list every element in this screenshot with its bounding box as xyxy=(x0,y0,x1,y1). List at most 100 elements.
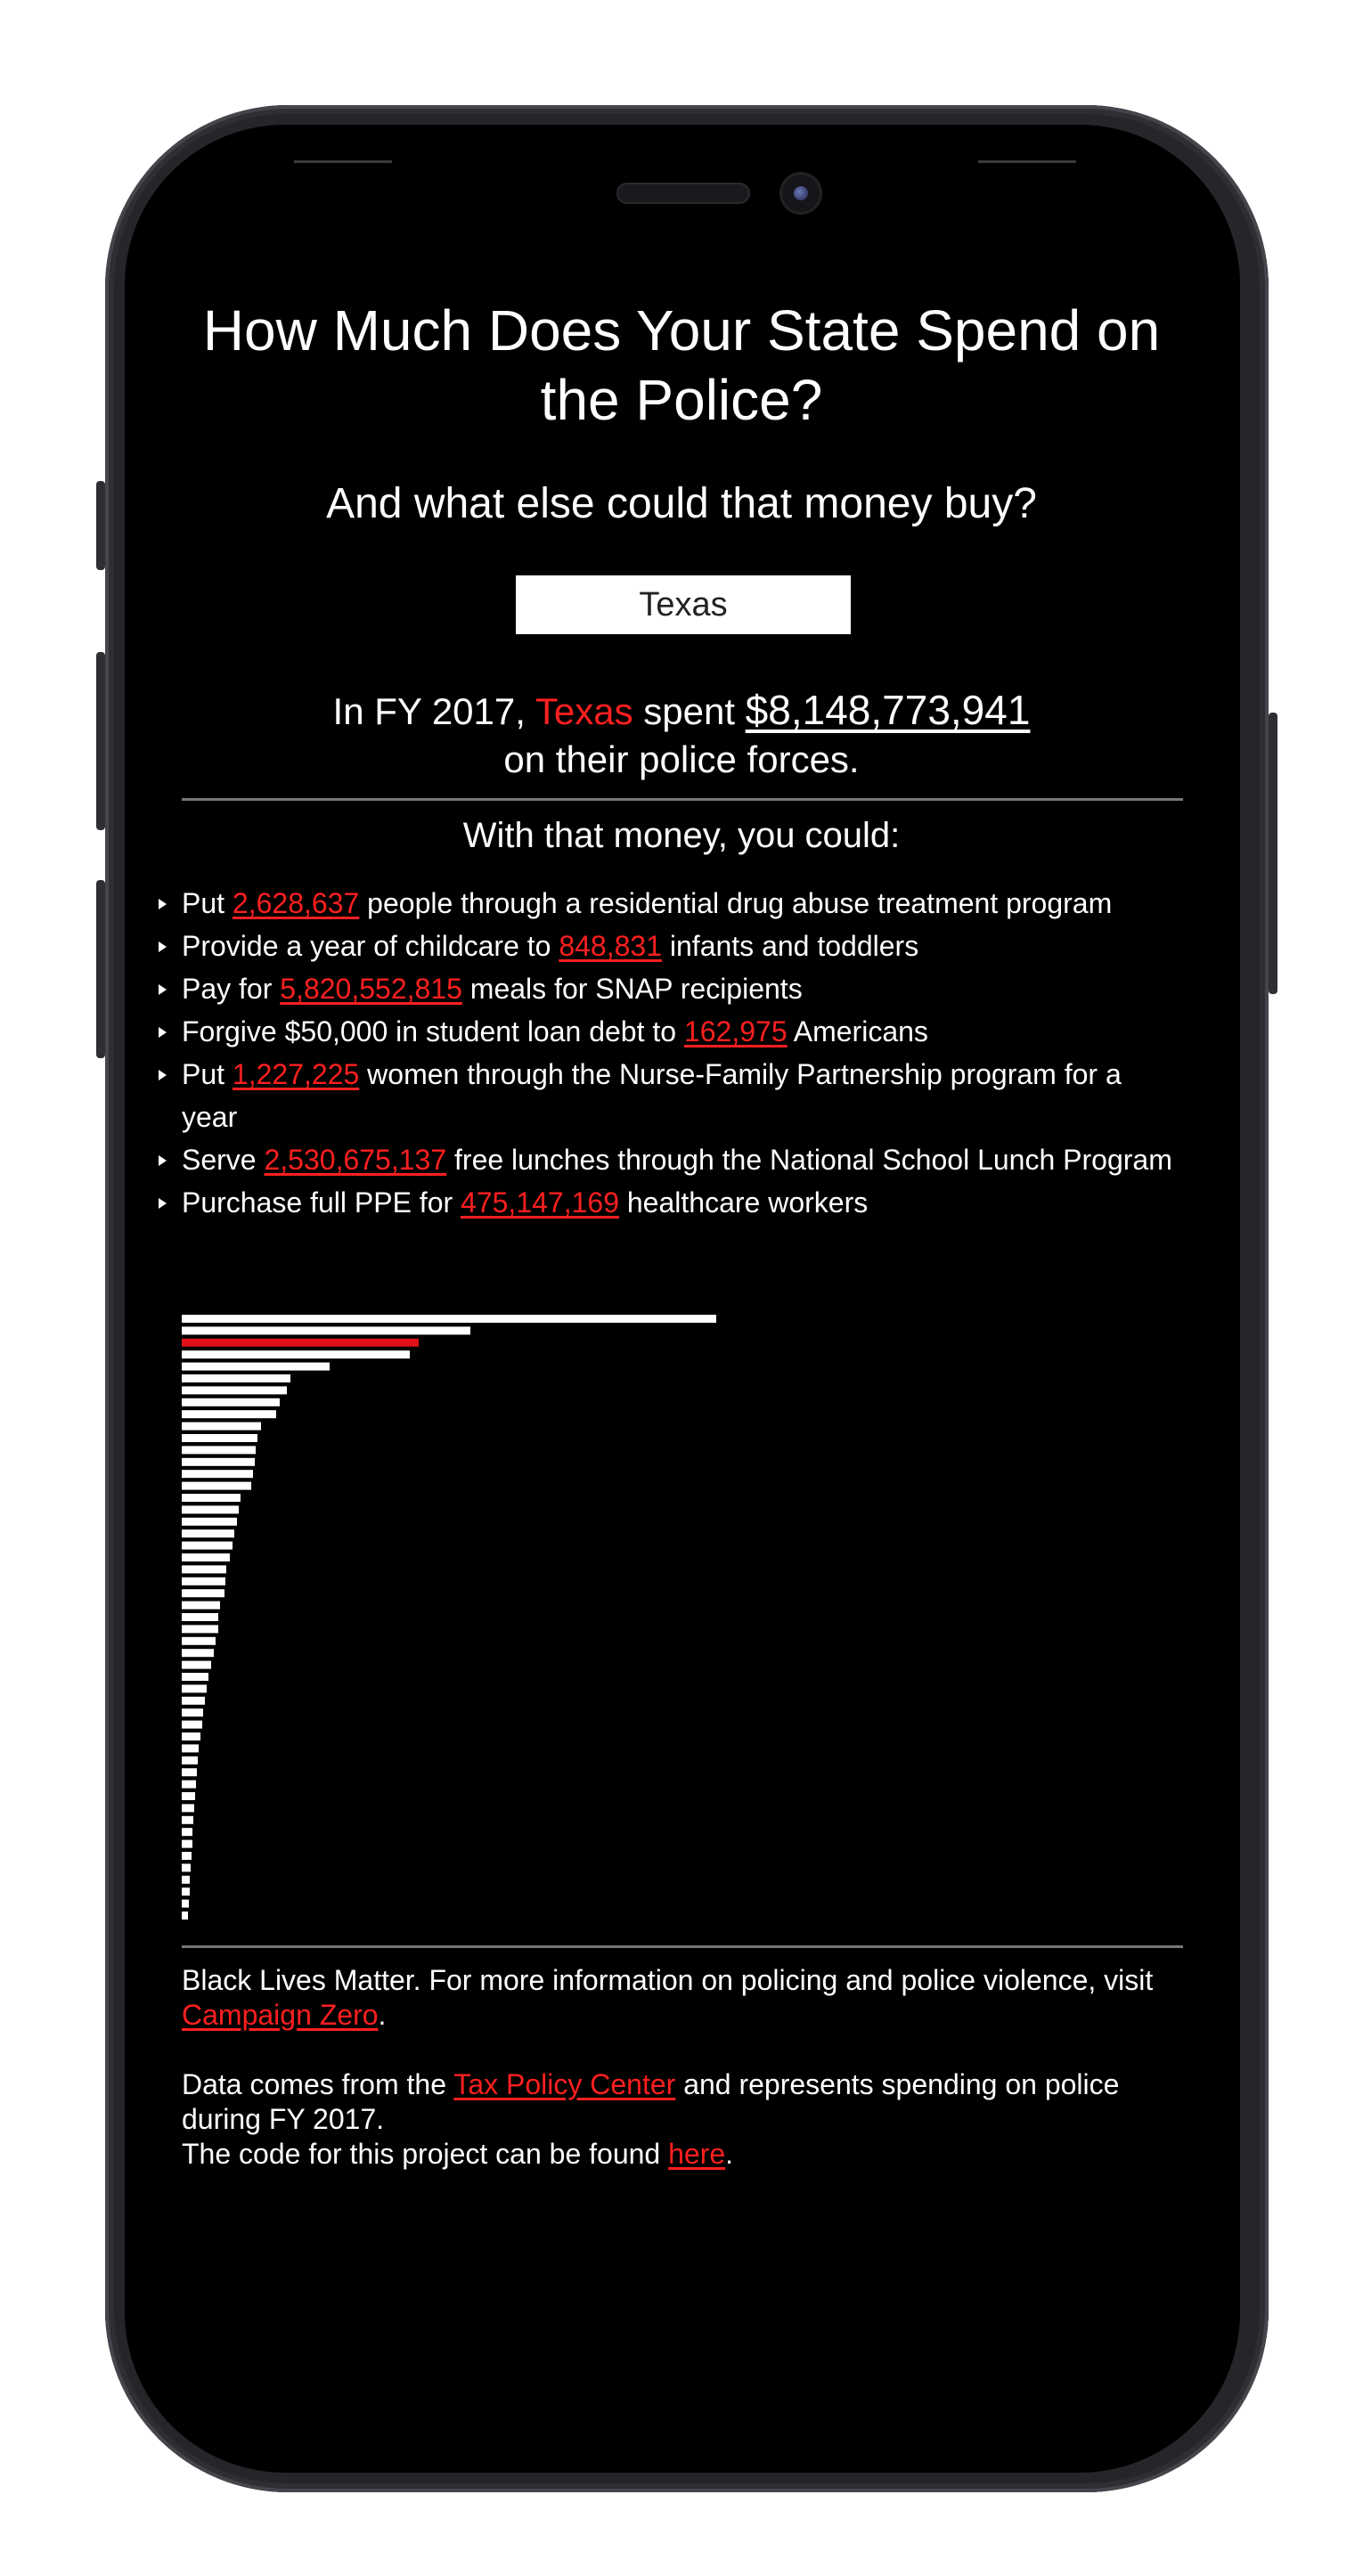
item-text-after: people through a residential drug abuse … xyxy=(359,887,1113,919)
bar-state[interactable] xyxy=(182,1828,192,1837)
footer-period: . xyxy=(725,2138,734,2170)
phone-side-button xyxy=(96,481,105,570)
bar-state[interactable] xyxy=(182,1553,230,1561)
summary-prefix: In FY 2017, xyxy=(332,690,526,732)
phone-volume-down-button xyxy=(96,880,105,1058)
bar-state[interactable] xyxy=(182,1852,192,1860)
footer-data-suffix: and represents spending on police during… xyxy=(182,2068,1120,2135)
item-text-before: Put xyxy=(182,887,233,919)
bar-state[interactable] xyxy=(182,1410,276,1419)
bar-state[interactable] xyxy=(182,1589,224,1598)
status-bar-right xyxy=(978,160,1076,163)
bar-state[interactable] xyxy=(182,1505,239,1514)
bar-state[interactable] xyxy=(182,1660,211,1669)
bar-state[interactable] xyxy=(182,1529,234,1538)
bar-state[interactable] xyxy=(182,1912,188,1920)
footer-data-source: Data comes from the Tax Policy Center an… xyxy=(182,2067,1183,2137)
bar-state[interactable] xyxy=(182,1470,253,1479)
speaker-grille xyxy=(618,184,748,202)
bar-state[interactable] xyxy=(182,1434,257,1442)
bar-state[interactable] xyxy=(182,1481,251,1490)
status-bar-left xyxy=(294,160,392,163)
front-camera xyxy=(782,175,820,212)
item-value-link[interactable]: 848,831 xyxy=(559,930,662,962)
bar-state[interactable] xyxy=(182,1732,200,1740)
code-link[interactable]: here xyxy=(668,2138,726,2170)
bar-state[interactable] xyxy=(182,1720,202,1729)
list-item: Serve 2,530,675,137 free lunches through… xyxy=(159,1138,1183,1181)
alternatives-list: Put 2,628,637 people through a residenti… xyxy=(159,882,1183,1224)
state-spending-bar-chart xyxy=(182,1315,716,1920)
bar-state[interactable] xyxy=(182,1494,241,1502)
bar-state[interactable] xyxy=(182,1839,192,1848)
footer: Black Lives Matter. For more information… xyxy=(182,1963,1183,2172)
item-value-link[interactable]: 1,227,225 xyxy=(232,1058,360,1090)
item-value-link[interactable]: 2,530,675,137 xyxy=(264,1144,447,1176)
bar-state[interactable] xyxy=(182,1708,203,1717)
bar-state[interactable] xyxy=(182,1541,233,1550)
bar-state[interactable] xyxy=(182,1887,190,1896)
bar-state[interactable] xyxy=(182,1601,220,1610)
phone-screen xyxy=(125,125,1240,2473)
page-title: How Much Does Your State Spend on the Po… xyxy=(202,298,1161,432)
bar-state[interactable] xyxy=(182,1875,190,1884)
bar-state[interactable] xyxy=(182,1362,330,1371)
bar-highlighted-state[interactable] xyxy=(182,1338,419,1347)
item-value-link[interactable]: 5,820,552,815 xyxy=(280,973,462,1005)
bar-state[interactable] xyxy=(182,1804,194,1813)
bar-state[interactable] xyxy=(182,1517,237,1526)
item-text-before: Provide a year of childcare to xyxy=(182,930,559,962)
spending-summary: In FY 2017, Texas spent $8,148,773,941 o… xyxy=(183,686,1180,784)
bar-state[interactable] xyxy=(182,1613,218,1621)
footer-blm: Black Lives Matter. For more information… xyxy=(182,1963,1183,2033)
bar-state[interactable] xyxy=(182,1457,255,1466)
bar-state[interactable] xyxy=(182,1863,191,1872)
list-item: Put 2,628,637 people through a residenti… xyxy=(159,882,1183,925)
item-text-before: Put xyxy=(182,1058,233,1090)
summary-verb: spent xyxy=(643,690,735,732)
bar-state[interactable] xyxy=(182,1899,189,1908)
bar-state[interactable] xyxy=(182,1684,207,1693)
bar-state[interactable] xyxy=(182,1577,225,1586)
item-value-link[interactable]: 475,147,169 xyxy=(461,1186,619,1219)
item-value-link[interactable]: 2,628,637 xyxy=(232,887,360,919)
campaign-zero-link[interactable]: Campaign Zero xyxy=(182,1999,379,2031)
bar-state[interactable] xyxy=(182,1768,197,1777)
item-text-before: Purchase full PPE for xyxy=(182,1186,461,1219)
bar-state[interactable] xyxy=(182,1756,198,1765)
bar-state[interactable] xyxy=(182,1446,256,1455)
bar-state[interactable] xyxy=(182,1422,261,1431)
phone-power-button xyxy=(1269,713,1277,994)
bar-state[interactable] xyxy=(182,1636,216,1645)
phone-volume-up-button xyxy=(96,652,105,830)
bar-state[interactable] xyxy=(182,1649,214,1658)
footer-spacer xyxy=(182,2033,1183,2067)
bar-state[interactable] xyxy=(182,1625,218,1634)
list-item: Pay for 5,820,552,815 meals for SNAP rec… xyxy=(159,967,1183,1010)
item-value-link[interactable]: 162,975 xyxy=(683,1015,788,1048)
bar-state[interactable] xyxy=(182,1565,226,1574)
item-text-after: infants and toddlers xyxy=(662,930,919,962)
tax-policy-center-link[interactable]: Tax Policy Center xyxy=(453,2068,676,2100)
item-text-after: Americans xyxy=(787,1015,928,1048)
bar-state[interactable] xyxy=(182,1315,716,1323)
item-text-after: healthcare workers xyxy=(618,1186,869,1219)
bar-state[interactable] xyxy=(182,1744,199,1753)
bar-state[interactable] xyxy=(182,1792,195,1800)
bar-state[interactable] xyxy=(182,1374,290,1382)
bar-state[interactable] xyxy=(182,1398,280,1406)
item-text-before: Serve xyxy=(182,1144,265,1176)
list-item: Forgive $50,000 in student loan debt to … xyxy=(159,1010,1183,1053)
bar-state[interactable] xyxy=(182,1815,193,1824)
bar-state[interactable] xyxy=(182,1386,287,1395)
item-text-after: free lunches through the National School… xyxy=(446,1144,1172,1176)
bar-state[interactable] xyxy=(182,1350,410,1359)
summary-suffix: on their police forces. xyxy=(503,738,860,780)
bar-state[interactable] xyxy=(182,1326,470,1335)
bar-state[interactable] xyxy=(182,1673,208,1681)
bar-state[interactable] xyxy=(182,1780,196,1789)
state-selector[interactable]: Texas xyxy=(516,575,851,634)
footer-code-text: The code for this project can be found xyxy=(182,2138,669,2170)
list-item: Purchase full PPE for 475,147,169 health… xyxy=(159,1181,1183,1224)
bar-state[interactable] xyxy=(182,1696,205,1705)
